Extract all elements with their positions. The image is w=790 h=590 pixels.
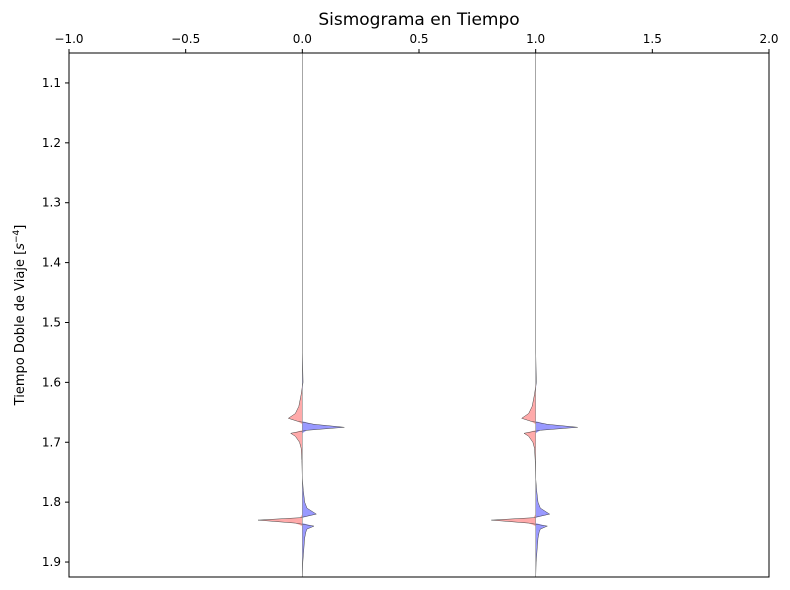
y-tick-label: 1.3 <box>42 196 61 210</box>
trace-1-wiggle-line <box>491 53 578 578</box>
y-tick-label: 1.9 <box>42 555 61 569</box>
x-tick-label: −1.0 <box>54 32 83 46</box>
trace-0-positive-fill <box>302 53 345 577</box>
y-tick-label: 1.8 <box>42 495 61 509</box>
traces-group <box>257 53 578 578</box>
trace-0-negative-fill <box>258 53 303 577</box>
x-tick-label: 0.0 <box>293 32 312 46</box>
plot-frame <box>68 52 770 578</box>
y-tick-label: 1.7 <box>42 435 61 449</box>
y-tick-label: 1.4 <box>42 256 61 270</box>
chart-title: Sismograma en Tiempo <box>318 10 519 30</box>
y-axis-ticks: 1.1 1.2 1.3 1.4 1.5 1.6 1.7 1.8 1.9 <box>42 76 69 569</box>
x-tick-label: 1.5 <box>643 32 662 46</box>
y-axis-label: Tiempo Doble de Viaje [s−4] <box>12 225 28 407</box>
y-tick-label: 1.5 <box>42 315 61 329</box>
trace-0-wiggle-line <box>257 53 345 578</box>
trace-1-negative-fill <box>491 53 536 577</box>
x-tick-label: −0.5 <box>171 32 200 46</box>
x-axis-ticks: −1.0 −0.5 0.0 0.5 1.0 1.5 2.0 <box>54 32 779 53</box>
trace-1-positive-fill <box>535 53 578 577</box>
y-tick-label: 1.6 <box>42 375 61 389</box>
y-tick-label: 1.2 <box>42 136 61 150</box>
y-tick-label: 1.1 <box>42 76 61 90</box>
x-tick-label: 1.0 <box>526 32 545 46</box>
y-axis-label-var: s <box>13 243 28 250</box>
x-tick-label: 2.0 <box>759 32 778 46</box>
x-tick-label: 0.5 <box>409 32 428 46</box>
y-axis-label-end: ] <box>13 225 28 230</box>
y-axis-label-sup: −4 <box>12 229 22 243</box>
y-axis-label-main: Tiempo Doble de Viaje [ <box>13 250 28 407</box>
